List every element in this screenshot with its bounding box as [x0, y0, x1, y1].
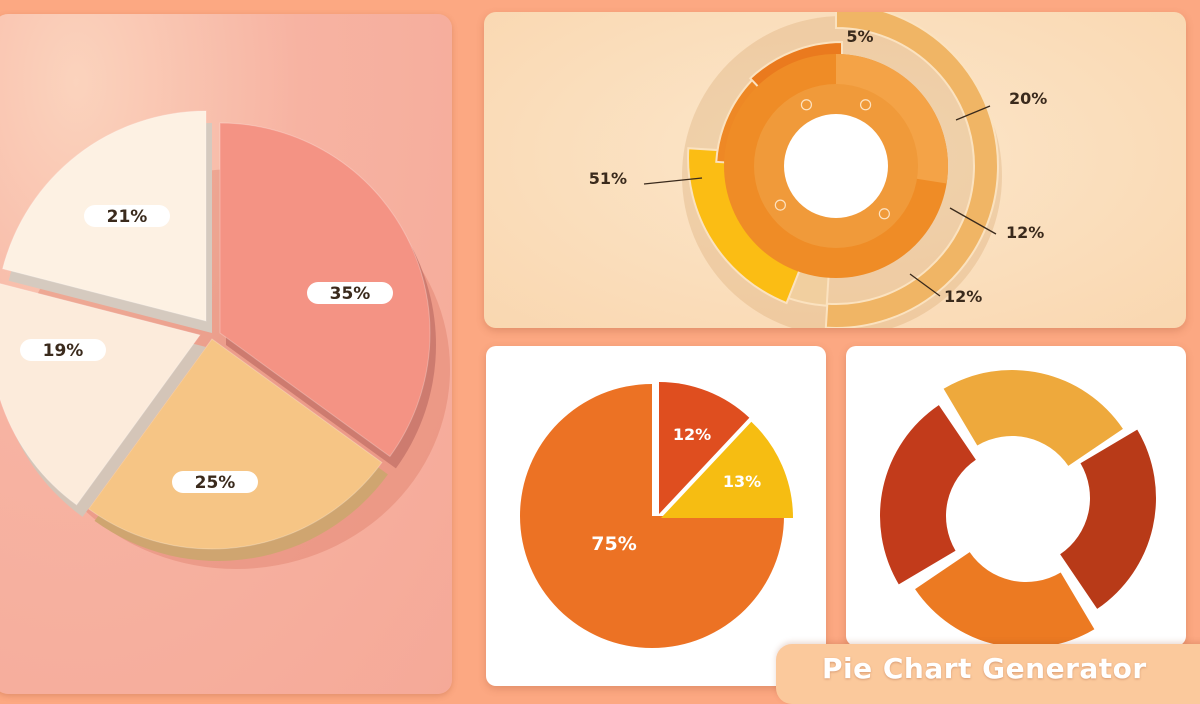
slice-2 — [0, 283, 201, 506]
data-label-3: 21% — [107, 207, 148, 227]
ring-clock-icon-1 — [859, 99, 872, 111]
slice-2 — [661, 421, 793, 518]
panel-donut — [846, 346, 1186, 646]
data-label-pill-3 — [84, 205, 170, 227]
data-label-2: 19% — [43, 341, 84, 361]
data-label-0: 75% — [591, 533, 636, 555]
data-label-0: 35% — [330, 284, 371, 304]
center-hole — [784, 114, 888, 218]
data-label-pill-1 — [172, 471, 258, 493]
slice-1 — [87, 338, 383, 550]
donut-segment-0 — [943, 370, 1123, 466]
callout-line-2 — [955, 105, 991, 121]
data-label-1: 25% — [195, 473, 236, 493]
data-label-2: 13% — [723, 472, 761, 491]
data-label-1: 5% — [846, 27, 873, 46]
data-label-1: 12% — [673, 425, 711, 444]
slice-0 — [520, 384, 784, 648]
panel-sunburst: 51% 5% 20% 12% 12% — [484, 12, 1186, 328]
donut-segment-3 — [880, 405, 976, 585]
callout-line-4 — [909, 273, 941, 297]
slice-1 — [659, 382, 750, 514]
callout-line-0 — [643, 177, 703, 185]
title-banner: Pie Chart Generator — [776, 644, 1200, 704]
data-label-4: 12% — [944, 287, 982, 306]
panel-pie-exploded: 75% 12% 13% — [486, 346, 826, 686]
donut-segment-1 — [1060, 429, 1156, 609]
pie-chart-3d: 35% 25% 19% 21% — [0, 110, 450, 569]
sunburst-chart: 51% 5% 20% 12% 12% — [589, 12, 1047, 328]
callout-line-3 — [949, 207, 997, 235]
exploded-pie-chart: 75% 12% 13% — [520, 382, 793, 648]
data-label-0: 51% — [589, 169, 627, 188]
data-label-3: 12% — [1006, 223, 1044, 242]
data-label-pill-2 — [20, 339, 106, 361]
panel-pie-3d: 35% 25% 19% 21% — [0, 14, 452, 694]
ring-clock-icon-0 — [800, 99, 813, 111]
banner-title: Pie Chart Generator — [822, 652, 1147, 685]
data-label-2: 20% — [1009, 89, 1047, 108]
outer-segment-0 — [824, 12, 1000, 328]
donut-chart — [880, 370, 1156, 646]
donut-segment-2 — [915, 552, 1095, 646]
data-label-pill-0 — [307, 282, 393, 304]
ring-chart-icon-3 — [774, 199, 786, 211]
ring-download-icon-2 — [878, 208, 890, 220]
